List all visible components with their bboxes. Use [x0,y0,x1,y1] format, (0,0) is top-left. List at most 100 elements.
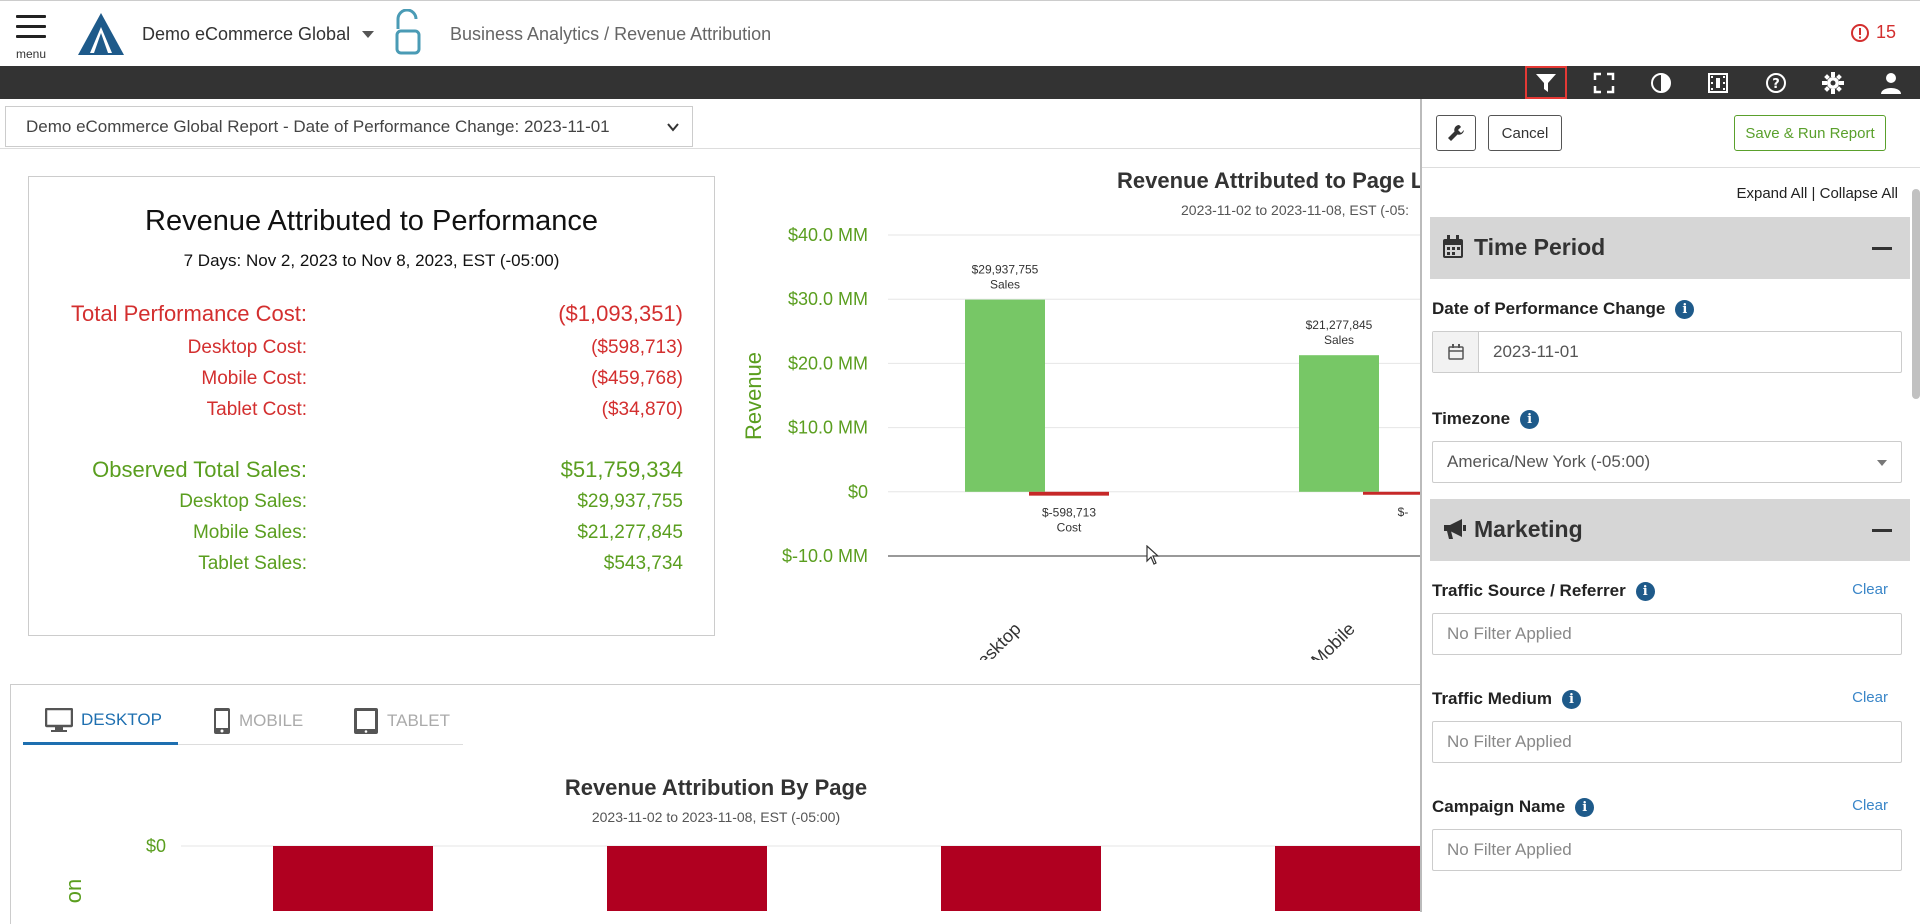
top-header: menu Demo eCommerce Global Business Anal… [0,0,1920,66]
sales-bar [965,299,1045,492]
info-icon[interactable]: i [1575,797,1595,817]
page-bar [607,846,767,911]
row-label: Mobile Cost: [201,368,307,389]
tab-mobile[interactable]: MOBILE [213,697,303,745]
user-profile-icon[interactable] [1870,66,1912,99]
toolbar: ? [0,66,1920,99]
row-value: ($1,093,351) [558,301,683,326]
cost-bar [1363,491,1420,495]
campaign-name-input[interactable]: No Filter Applied [1432,829,1902,871]
panel-scrollbar[interactable] [1912,189,1920,399]
collapse-minus-icon[interactable] [1872,247,1892,250]
cancel-button[interactable]: Cancel [1488,115,1562,151]
clear-campaign-name-link[interactable]: Clear [1852,797,1888,814]
y-tick-label: $20.0 MM [788,353,868,373]
wrench-button[interactable] [1436,115,1476,151]
y-tick-label: $0 [146,836,166,856]
page-bar [273,846,433,911]
save-run-report-button[interactable]: Save & Run Report [1734,115,1886,151]
cost-bar [1029,491,1109,496]
timezone-select[interactable]: America/New York (-05:00) [1432,441,1902,483]
org-name[interactable]: Demo eCommerce Global [142,24,351,44]
report-select[interactable]: Demo eCommerce Global Report - Date of P… [5,106,693,147]
breadcrumb: Business Analytics / Revenue Attribution [450,24,772,44]
page-bar [1275,846,1421,911]
clear-traffic-source-link[interactable]: Clear [1852,581,1888,598]
chart-subtitle: 2023-11-02 to 2023-11-08, EST (-05: [1181,202,1410,218]
row-label: Total Performance Cost: [71,301,307,326]
y-tick-label: $10.0 MM [788,418,868,438]
tablet-cost-row: Tablet Cost: ($34,870) [29,399,713,429]
svg-text:?: ? [1772,77,1780,92]
time-period-section-header[interactable]: Time Period [1430,217,1910,279]
total-cost-row: Total Performance Cost: ($1,093,351) [29,301,713,331]
report-select-value: Demo eCommerce Global Report - Date of P… [26,116,610,136]
traffic-medium-input[interactable]: No Filter Applied [1432,721,1902,763]
unlock-icon[interactable] [392,8,424,62]
collapse-minus-icon[interactable] [1872,529,1892,532]
clear-traffic-medium-link[interactable]: Clear [1852,689,1888,706]
expand-all-link[interactable]: Expand All [1736,185,1808,202]
film-icon[interactable] [1697,66,1739,99]
fullscreen-icon[interactable] [1583,66,1625,99]
data-label: $- [1398,505,1409,519]
tab-desktop[interactable]: DESKTOP [23,697,178,745]
info-icon[interactable]: i [1635,581,1655,601]
y-tick-label: $30.0 MM [788,289,868,309]
label-text: Traffic Medium [1432,689,1552,708]
series-label: Sales [990,278,1020,292]
tab-tablet[interactable]: TABLET [353,697,450,745]
menu-label: menu [16,47,47,61]
hamburger-menu-icon[interactable] [16,15,46,45]
tab-label: MOBILE [239,711,304,730]
traffic-source-label: Traffic Source / Referrer i [1432,581,1655,601]
row-label: Desktop Cost: [187,337,307,358]
alert-count: 15 [1875,22,1896,42]
data-label: $29,937,755 [972,263,1039,277]
date-input[interactable]: 2023-11-01 [1432,331,1902,373]
megaphone-icon [1444,519,1466,539]
device-tabs: DESKTOP MOBILE TABLET [23,697,463,745]
alert-indicator[interactable]: 15 [1850,22,1896,43]
chevron-down-icon [667,123,679,132]
chevron-down-icon [1877,460,1887,466]
contrast-icon[interactable] [1640,66,1682,99]
campaign-name-label: Campaign Name i [1432,797,1595,817]
help-icon[interactable]: ? [1755,66,1797,99]
label-text: Date of Performance Change [1432,299,1666,318]
filter-icon[interactable] [1525,66,1567,99]
row-value: $51,759,334 [560,457,683,482]
y-tick-label: $0 [848,482,868,502]
mobile-cost-row: Mobile Cost: ($459,768) [29,368,713,398]
info-icon[interactable]: i [1561,689,1581,709]
row-label: Tablet Sales: [198,553,307,574]
row-value: $21,277,845 [577,522,683,543]
marketing-section-header[interactable]: Marketing [1430,499,1910,561]
alert-icon [1850,23,1869,42]
y-axis-label: Revenue [741,352,766,440]
desktop-sales-row: Desktop Sales: $29,937,755 [29,491,713,521]
settings-gear-icon[interactable] [1812,66,1854,99]
row-label: Observed Total Sales: [92,457,307,482]
section-title: Marketing [1474,516,1583,542]
series-label: Cost [1057,521,1082,535]
timezone-field-label: Timezone i [1432,409,1540,429]
chart2-subtitle: 2023-11-02 to 2023-11-08, EST (-05:00) [591,809,841,825]
row-label: Tablet Cost: [206,399,307,420]
row-value: ($459,768) [591,368,683,389]
x-tick-label: Desktop [964,619,1025,660]
desktop-icon [45,707,73,732]
calendar-small-icon[interactable] [1433,332,1479,372]
collapse-all-link[interactable]: Collapse All [1819,185,1898,202]
y-tick-label: $-10.0 MM [782,546,868,566]
info-icon[interactable]: i [1675,299,1695,319]
row-value: $543,734 [603,553,683,574]
row-value: $29,937,755 [577,491,683,512]
traffic-medium-label: Traffic Medium i [1432,689,1581,709]
info-icon[interactable]: i [1520,409,1540,429]
traffic-source-input[interactable]: No Filter Applied [1432,613,1902,655]
divider [0,148,1420,149]
org-dropdown-caret-icon[interactable] [362,31,374,38]
mobile-phone-icon [214,708,230,734]
label-text: Campaign Name [1432,797,1566,816]
